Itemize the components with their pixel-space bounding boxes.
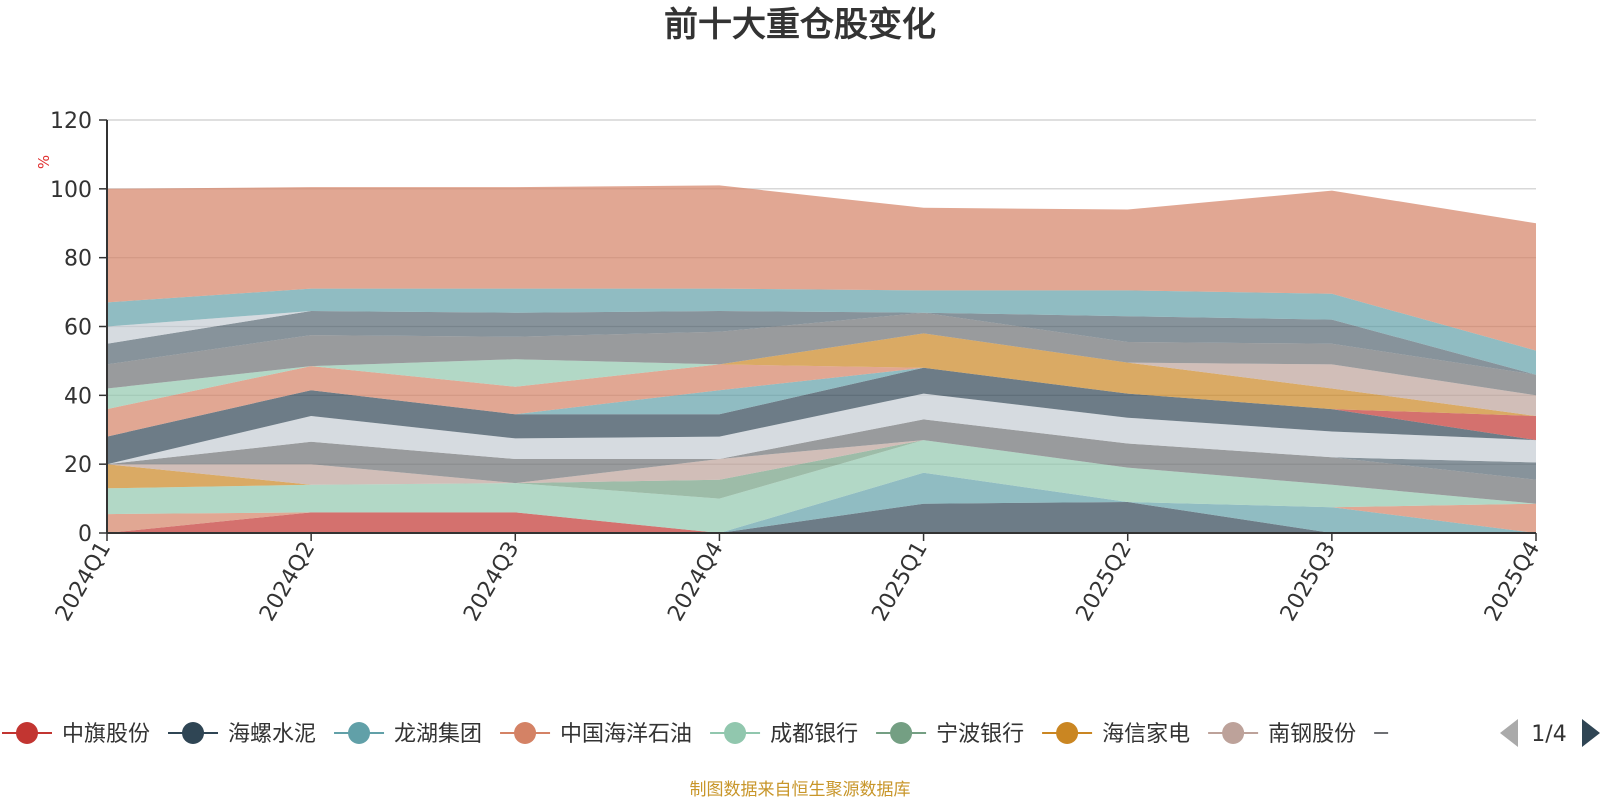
legend-item[interactable]: 龙湖集团 [334,722,482,747]
x-tick-label: 2025Q3 [1276,538,1341,626]
x-tick-label: 2024Q2 [255,538,320,626]
legend-label: 南钢股份 [1268,722,1356,747]
y-tick-label: 0 [78,522,92,547]
area-series[interactable] [107,502,1536,533]
y-tick-label: 80 [64,247,92,272]
area-series[interactable] [107,185,1536,351]
area-series[interactable] [107,393,1536,465]
legend-item[interactable]: 中旗股份 [2,722,150,747]
y-tick-label: 20 [64,453,92,478]
area-series[interactable] [107,440,1536,504]
area-series[interactable] [107,311,1536,375]
legend-prev-arrow-icon[interactable] [1500,719,1518,747]
legend-label: 中旗股份 [62,722,150,747]
legend-item[interactable]: 成都银行 [710,722,858,747]
legend-next-arrow-icon[interactable] [1582,719,1600,747]
legend-item[interactable]: 宁波银行 [876,722,1024,747]
legend-label: 中国海洋石油 [560,722,692,747]
legend-marker-icon [16,722,38,744]
y-tick-label: 120 [50,109,92,134]
x-tick-label: 2024Q3 [459,538,524,626]
legend-marker-icon [348,722,371,744]
legend: 中旗股份 海螺水泥 龙湖集团 中国海洋石油 成都银行 宁波银行 海信家电 南钢股份 [2,722,1389,747]
area-series[interactable] [107,512,1536,533]
area-series[interactable] [107,333,1536,416]
area-series[interactable] [107,312,1536,396]
area-series[interactable] [107,367,1536,465]
legend-marker-icon [1056,722,1079,744]
area-series[interactable] [107,333,1536,410]
legend-marker-icon [724,722,747,744]
legend-label: 海信家电 [1102,722,1190,747]
area-series[interactable] [107,311,1536,375]
area-series[interactable] [107,333,1536,416]
x-tick-label: 2024Q1 [51,538,116,626]
legend-label: 宁波银行 [936,722,1024,747]
legend-item[interactable]: 中国海洋石油 [500,722,692,747]
chart-title: 前十大重仓股变化 [664,5,936,45]
stacked-areas [107,185,1536,533]
data-source-note: 制图数据来自恒生聚源数据库 [690,780,911,800]
x-tick-label: 2024Q4 [663,538,728,626]
legend-item[interactable]: 南钢股份 [1208,722,1356,747]
legend-marker-icon [182,722,205,744]
legend-label: 海螺水泥 [228,722,316,747]
area-series[interactable] [107,288,1536,375]
area-series[interactable] [107,419,1536,504]
x-tick-label: 2025Q4 [1480,538,1545,626]
y-tick-label: 40 [64,384,92,409]
legend-pager: 1/4 [1500,719,1600,747]
area-series[interactable] [107,440,1536,533]
area-series[interactable] [107,367,1536,437]
legend-item[interactable]: 海信家电 [1042,722,1190,747]
legend-label: 成都银行 [770,722,858,747]
legend-page-indicator: 1/4 [1531,722,1566,747]
area-series[interactable] [107,364,1536,437]
y-tick-label: 60 [64,316,92,341]
y-tick-label: 100 [50,178,92,203]
legend-label: 龙湖集团 [394,722,482,747]
legend-item[interactable]: 海螺水泥 [168,722,316,747]
legend-marker-icon [1222,722,1245,744]
legend-marker-icon [890,722,913,744]
x-tick-label: 2025Q1 [867,538,932,626]
y-axis-unit-label: % [35,155,53,169]
legend-marker-icon [514,722,537,744]
x-tick-label: 2025Q2 [1072,538,1137,626]
